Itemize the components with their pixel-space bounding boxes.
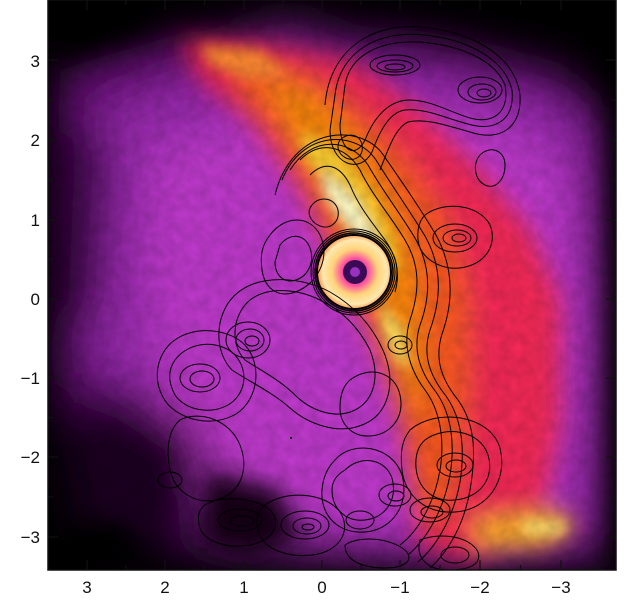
x-tick-label: 2 — [160, 578, 169, 597]
plot-frame — [47, 0, 617, 571]
y-tick-label: 3 — [31, 52, 40, 71]
contour-lines — [156, 26, 521, 570]
x-tick-label: −2 — [470, 578, 489, 597]
axis-ticks — [48, 0, 616, 570]
x-tick-label: 0 — [317, 578, 326, 597]
emission-image — [48, 0, 616, 570]
y-tick-label: 1 — [31, 211, 40, 230]
y-axis-tick-labels: 3 2 1 0 −1 −2 −3 — [21, 52, 40, 547]
y-tick-label: 2 — [31, 131, 40, 150]
x-tick-label: 3 — [82, 578, 91, 597]
x-axis-tick-labels: 3 2 1 0 −1 −2 −3 — [82, 578, 570, 597]
x-tick-label: −1 — [390, 578, 409, 597]
y-tick-label: 0 — [31, 290, 40, 309]
y-tick-label: −3 — [21, 528, 40, 547]
y-tick-label: −2 — [21, 448, 40, 467]
y-tick-label: −1 — [21, 369, 40, 388]
ring-source — [317, 234, 393, 310]
x-tick-label: −3 — [551, 578, 570, 597]
x-tick-label: 1 — [239, 578, 248, 597]
